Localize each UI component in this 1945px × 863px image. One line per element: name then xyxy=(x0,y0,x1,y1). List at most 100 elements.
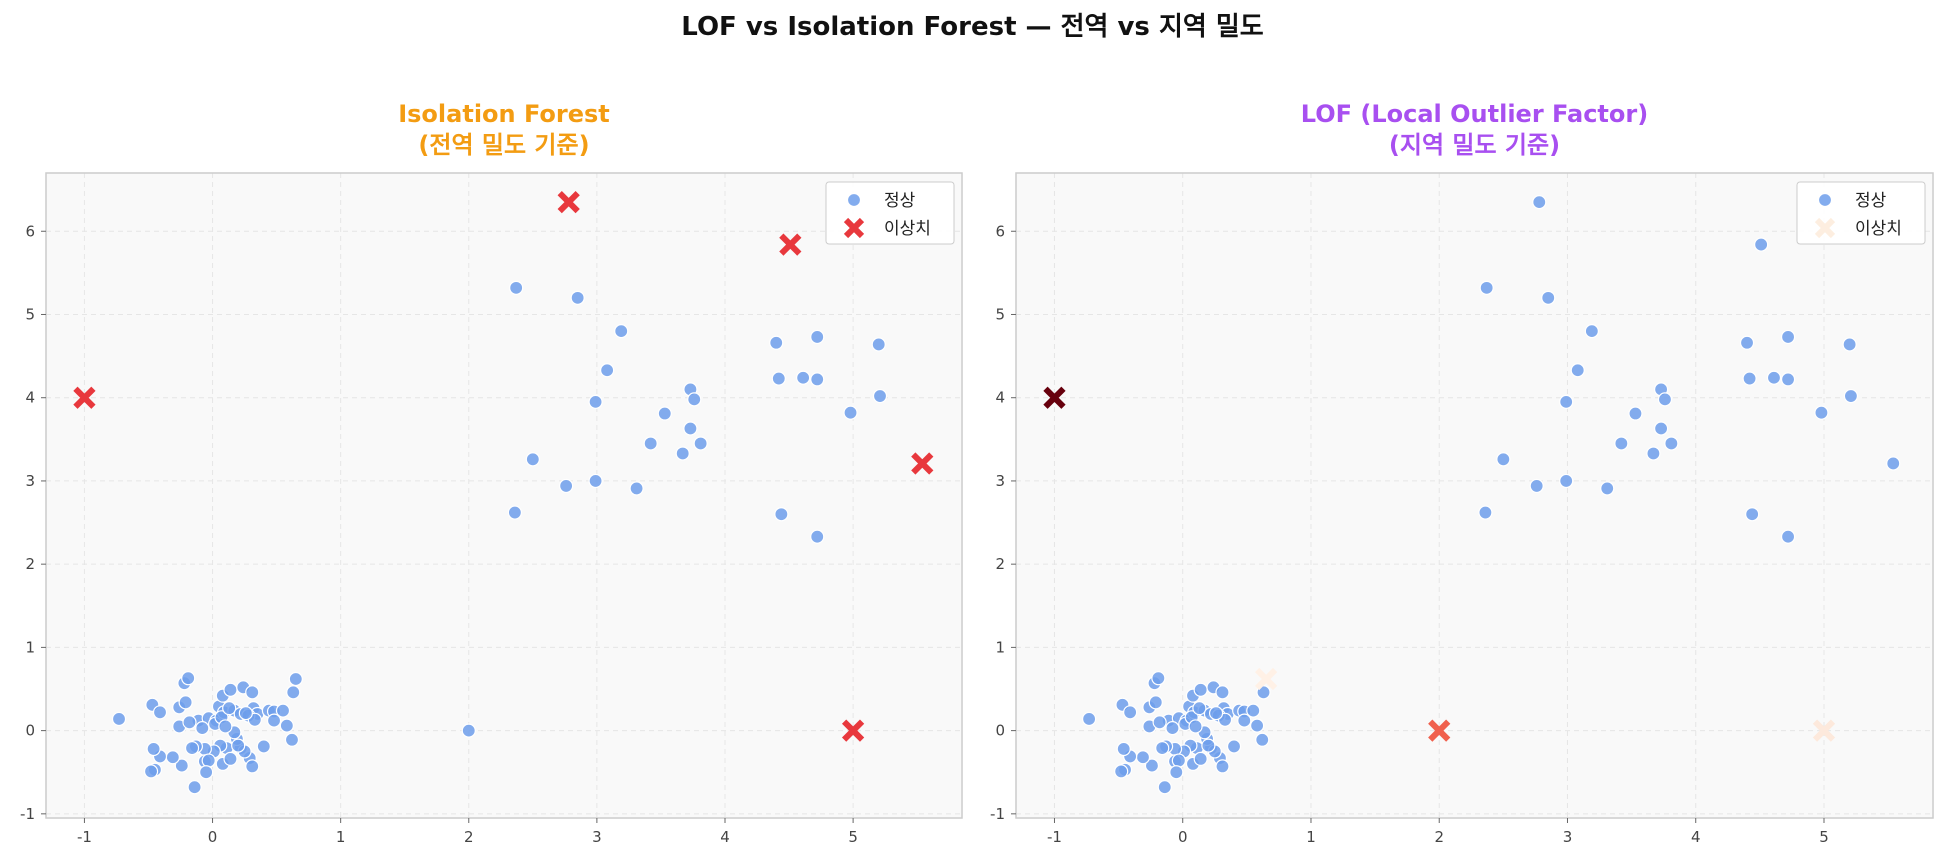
x-tick-label: 4 xyxy=(1691,828,1701,846)
panel-title-line1: LOF (Local Outlier Factor) xyxy=(1301,100,1648,128)
normal-point xyxy=(146,741,161,757)
normal-point xyxy=(1745,507,1760,522)
normal-point xyxy=(165,750,180,765)
normal-point xyxy=(1201,738,1216,753)
y-tick-label: 5 xyxy=(995,305,1005,323)
normal-point xyxy=(143,764,159,779)
normal-point xyxy=(1114,764,1129,779)
y-tick-label: 2 xyxy=(995,555,1005,573)
normal-point xyxy=(238,706,253,721)
y-tick-label: 1 xyxy=(25,638,35,656)
normal-point xyxy=(1208,706,1224,721)
normal-point xyxy=(1151,671,1166,686)
normal-point xyxy=(1116,741,1131,757)
y-tick-label: -1 xyxy=(20,805,35,823)
normal-point xyxy=(184,740,200,756)
normal-point xyxy=(675,446,690,461)
normal-point xyxy=(810,372,825,387)
normal-point xyxy=(1250,718,1265,733)
outlier-point xyxy=(1428,719,1451,742)
normal-point xyxy=(657,406,672,421)
normal-point xyxy=(1148,695,1163,710)
legend-marker-normal xyxy=(1817,192,1833,208)
panel-title-line1: Isolation Forest xyxy=(398,100,610,128)
normal-point xyxy=(796,370,811,385)
x-tick-label: 5 xyxy=(848,828,858,846)
panel-title-line2: (지역 밀도 기준) xyxy=(1389,131,1560,159)
normal-point xyxy=(614,324,629,339)
y-tick-label: 0 xyxy=(995,722,1005,740)
normal-point xyxy=(1479,280,1494,295)
normal-point xyxy=(559,478,574,494)
normal-point xyxy=(810,529,825,544)
normal-point xyxy=(693,436,708,451)
normal-point xyxy=(1532,195,1547,210)
x-tick-label: 4 xyxy=(720,828,730,846)
normal-point xyxy=(279,718,294,733)
data-points xyxy=(1043,195,1901,795)
normal-point xyxy=(1226,739,1242,754)
x-tick-label: 3 xyxy=(1563,828,1573,846)
y-tick-label: 3 xyxy=(995,472,1005,490)
normal-point xyxy=(1478,505,1493,520)
normal-point xyxy=(687,392,702,407)
y-tick-label: 4 xyxy=(25,389,35,407)
normal-point xyxy=(1614,436,1629,451)
normal-point xyxy=(1237,713,1252,728)
y-tick-label: 5 xyxy=(25,305,35,323)
normal-point xyxy=(843,405,858,420)
chart-panel-2: -1 0 1 2 3 4 5 -1 0 1 2 3 4 5 6 LOF (Local Outlier Fact… xyxy=(990,100,1934,846)
normal-point xyxy=(1814,405,1829,420)
normal-point xyxy=(1496,452,1511,467)
normal-point xyxy=(570,290,585,305)
y-tick-label: 1 xyxy=(995,638,1005,656)
normal-point xyxy=(872,388,888,404)
normal-point xyxy=(174,758,189,773)
normal-point xyxy=(1646,446,1661,461)
normal-point xyxy=(223,751,238,767)
normal-point xyxy=(810,329,825,345)
normal-point xyxy=(1654,421,1669,436)
normal-point xyxy=(1766,370,1782,385)
normal-point xyxy=(1193,751,1208,767)
normal-point xyxy=(871,337,886,352)
legend-label: 이상치 xyxy=(1855,219,1902,239)
normal-point xyxy=(1886,456,1901,471)
outlier-point xyxy=(1254,667,1278,691)
normal-point xyxy=(1082,711,1097,727)
normal-point xyxy=(1780,372,1796,387)
normal-point xyxy=(1169,765,1184,780)
x-tick-label: 2 xyxy=(1434,828,1444,846)
normal-point xyxy=(1842,337,1857,352)
outlier-point xyxy=(73,386,96,409)
x-tick-label: -1 xyxy=(1047,828,1062,846)
normal-point xyxy=(1215,759,1230,774)
plot-frame xyxy=(45,172,963,819)
normal-point xyxy=(223,682,238,697)
outlier-point xyxy=(1043,386,1066,409)
normal-point xyxy=(231,738,246,753)
normal-point xyxy=(1123,705,1138,720)
normal-point xyxy=(1246,703,1261,718)
normal-point xyxy=(1255,732,1270,747)
normal-point xyxy=(600,363,615,378)
normal-point xyxy=(588,394,603,409)
normal-point xyxy=(195,721,210,736)
chart-panel-1: -1 0 1 2 3 4 5 -1 0 1 2 3 4 5 6 Isolation Forest (전역 밀도 … xyxy=(20,100,963,846)
normal-point xyxy=(181,671,196,686)
plot-frame xyxy=(1015,172,1934,819)
legend-label: 정상 xyxy=(1855,191,1887,211)
normal-point xyxy=(111,711,127,727)
normal-point xyxy=(187,780,202,795)
outlier-point xyxy=(1812,719,1836,742)
normal-point xyxy=(152,705,168,720)
normal-point xyxy=(1529,478,1544,494)
normal-point xyxy=(1193,682,1208,697)
normal-point xyxy=(1600,481,1615,496)
normal-point xyxy=(266,713,282,728)
normal-point xyxy=(1570,363,1585,378)
